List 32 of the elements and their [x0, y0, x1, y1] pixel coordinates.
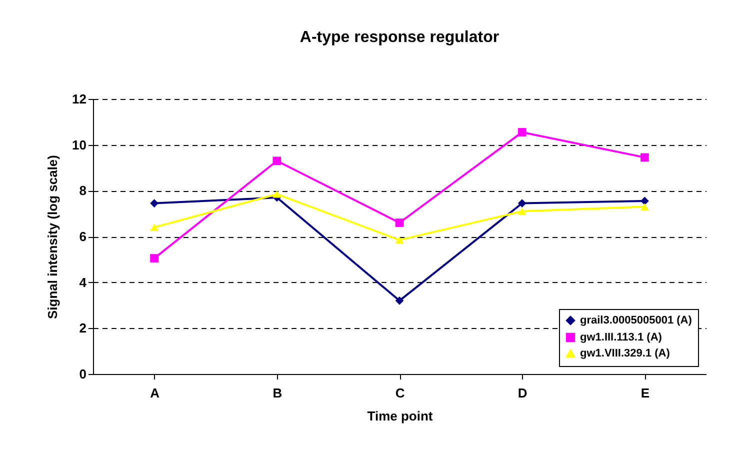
point — [272, 156, 282, 166]
x-tick-label: A — [150, 386, 160, 400]
legend-label: gw1.VIII.329.1 (A) — [580, 348, 670, 360]
y-axis-title: Signal intensity (log scale) — [45, 155, 60, 319]
point — [150, 199, 158, 208]
point — [150, 254, 158, 262]
y-tick-label: 10 — [72, 137, 86, 152]
y-tick-label: 8 — [79, 183, 86, 198]
y-tick-label: 6 — [79, 229, 86, 244]
point — [640, 153, 649, 162]
x-tick-label: D — [518, 386, 528, 400]
x-tick-label: C — [395, 386, 406, 400]
point — [518, 208, 526, 215]
y-tick-label: 0 — [79, 366, 86, 382]
x-tick-label: B — [272, 386, 282, 400]
y-tick-label: 12 — [72, 92, 86, 106]
point — [518, 128, 526, 136]
point — [518, 199, 526, 208]
point — [150, 224, 158, 231]
x-tick-label: E — [640, 386, 650, 400]
x-axis-title: Time point — [367, 408, 434, 424]
point — [272, 190, 282, 198]
chart-title: A-type response regulator — [300, 29, 500, 46]
y-tick-label: 2 — [79, 320, 86, 336]
point — [395, 218, 404, 227]
point — [395, 296, 404, 305]
legend-label: grail3.0005005001 (A) — [580, 314, 692, 326]
point — [395, 236, 404, 244]
y-tick-label: 4 — [79, 274, 88, 290]
legend-label: gw1.III.113.1 (A) — [580, 332, 662, 344]
point — [640, 203, 649, 210]
point — [640, 196, 649, 206]
